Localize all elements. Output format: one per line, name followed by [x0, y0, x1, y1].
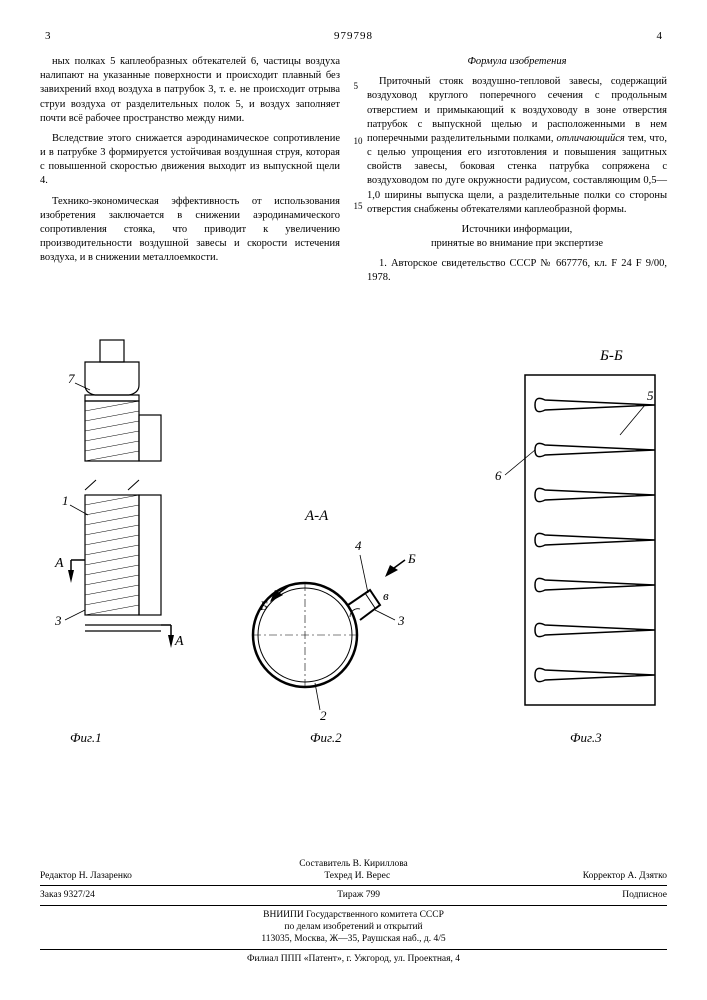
fig3-label-5: 5 [647, 388, 654, 403]
footer-order: Заказ 9327/24 [40, 889, 95, 901]
patent-number: 979798 [334, 30, 373, 42]
fig1-label-3: 3 [54, 613, 62, 628]
fig1-label-7: 7 [68, 371, 75, 386]
left-p2: Вследствие этого снижается аэродинамичес… [40, 132, 340, 189]
right-p1: Приточный стояк воздушно-тепловой завесы… [367, 75, 667, 217]
fig3-label-6: 6 [495, 468, 502, 483]
footer-org1: ВНИИПИ Государственного комитета СССР [40, 909, 667, 921]
fig2-svg: А-А 4 в 3 2 Б Б [220, 505, 440, 735]
sources-sub: принятые во внимание при экспертизе [367, 237, 667, 251]
fig2-label-4: 4 [355, 538, 362, 553]
footer-editor: Редактор Н. Лазаренко [40, 870, 132, 882]
left-p3: Технико-экономическая эффективность от и… [40, 195, 340, 266]
figures-area: 7 1 А А 3 Фиг.1 [40, 335, 667, 785]
fig2-title: А-А [304, 508, 329, 524]
footer: Составитель В. Кириллова Редактор Н. Лаз… [40, 858, 667, 965]
right-p1b: отличающийся [557, 133, 625, 144]
fig2-label-2: 2 [320, 708, 327, 723]
fig1-caption: Фиг.1 [70, 730, 102, 746]
footer-circulation: Тираж 799 [337, 889, 380, 901]
left-p1: ных полках 5 каплеобразных обтекателей 6… [40, 55, 340, 126]
footer-corrector: Корректор А. Дзятко [583, 870, 667, 882]
fig1-label-1: 1 [62, 493, 69, 508]
left-column: ных полках 5 каплеобразных обтекателей 6… [40, 55, 340, 271]
footer-org2: по делам изобретений и открытий [40, 921, 667, 933]
fig2-caption: Фиг.2 [310, 730, 342, 746]
fig1-section-a-left: А [54, 556, 64, 571]
ln-10: 10 [354, 135, 363, 147]
sources-heading: Источники информации, [367, 223, 667, 237]
fig3-title: Б-Б [599, 348, 623, 364]
page-num-left: 3 [45, 30, 51, 42]
page-num-right: 4 [657, 30, 663, 42]
fig1-section-a-right: А [174, 634, 184, 649]
footer-addr2: Филиал ППП «Патент», г. Ужгород, ул. Про… [40, 953, 667, 965]
footer-subscription: Подписное [622, 889, 667, 901]
ln-5: 5 [354, 80, 359, 92]
source1: 1. Авторское свидетельство СССР № 667776… [367, 257, 667, 285]
ln-15: 15 [354, 200, 363, 212]
formula-heading: Формула изобретения [367, 55, 667, 69]
fig2-label-3: 3 [397, 613, 405, 628]
footer-addr1: 113035, Москва, Ж—35, Раушская наб., д. … [40, 933, 667, 945]
right-column: Формула изобретения Приточный стояк возд… [367, 55, 667, 292]
fig2-section-b-left: Б [259, 598, 268, 613]
fig2-section-b-right: Б [407, 551, 416, 566]
fig3-svg: Б-Б 5 6 [470, 345, 670, 725]
right-p1c: тем, что, с целью упрощения его изготовл… [367, 133, 667, 215]
fig2-label-v: в [383, 588, 389, 603]
footer-compiler: Составитель В. Кириллова [40, 858, 667, 870]
fig3-caption: Фиг.3 [570, 730, 602, 746]
footer-tech: Техред И. Верес [324, 870, 390, 882]
fig1-svg: 7 1 А А 3 [40, 335, 190, 725]
